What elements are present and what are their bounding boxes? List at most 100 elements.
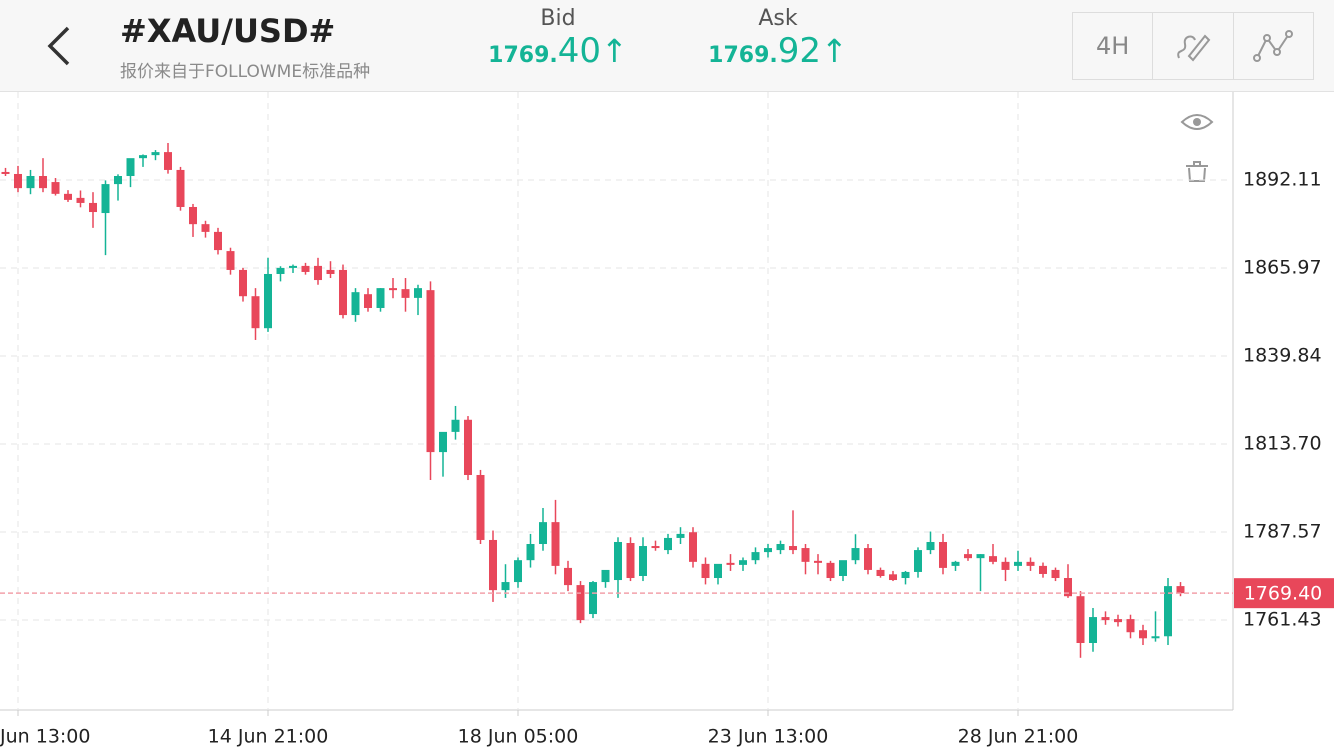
draw-button[interactable]: [1153, 13, 1234, 79]
candle-body: [964, 554, 972, 559]
bid-label: Bid: [540, 6, 576, 31]
candle-body: [539, 522, 547, 545]
candle-body: [876, 569, 885, 576]
bid-arrow: ↑: [601, 32, 628, 70]
candle-body: [339, 269, 347, 316]
candle-body: [76, 197, 85, 203]
candle-body: [951, 561, 960, 566]
back-button[interactable]: [42, 24, 76, 68]
candle-body: [476, 474, 485, 540]
candle-body: [464, 419, 472, 475]
y-tick-label: 1839.84: [1243, 345, 1322, 367]
candle-body: [14, 173, 22, 189]
ask-label: Ask: [758, 6, 798, 31]
candle-body: [764, 548, 772, 553]
ask-arrow: ↑: [821, 32, 848, 70]
candle-body: [89, 202, 97, 213]
candle-body: [101, 184, 110, 214]
candle-body: [64, 193, 72, 200]
candle-body: [614, 541, 622, 581]
candle-body: [801, 548, 810, 562]
candle-body: [864, 548, 872, 570]
candle-body: [201, 224, 210, 232]
candle-body: [376, 288, 385, 308]
candle-body: [1126, 619, 1135, 633]
candle-body: [1176, 586, 1185, 594]
candle-body: [289, 265, 297, 268]
candle-body: [114, 176, 122, 185]
candle-body: [189, 206, 197, 225]
candle-body: [314, 265, 322, 281]
timeframe-button[interactable]: 4H: [1073, 13, 1154, 79]
candle-body: [814, 560, 822, 563]
candle-body: [389, 288, 397, 291]
candle-body: [589, 582, 597, 615]
candle-body: [39, 176, 47, 189]
candle-body: [889, 574, 897, 581]
candle-body: [1014, 561, 1022, 566]
candle-body: [326, 269, 335, 274]
candle-body: [1114, 619, 1122, 623]
candle-body: [1139, 630, 1147, 639]
candle-body: [1064, 578, 1072, 597]
candle-body: [264, 273, 272, 329]
x-tick-label: Jun 13:00: [0, 726, 90, 748]
candle-body: [851, 548, 860, 561]
candle-body: [401, 289, 410, 298]
candle-body: [1051, 569, 1060, 579]
candle-body: [989, 556, 997, 562]
candle-body: [826, 562, 835, 579]
y-tick-label: 1865.97: [1243, 257, 1322, 279]
candle-body: [551, 522, 560, 566]
candle-body: [639, 546, 647, 576]
candle-body: [176, 169, 185, 207]
indicator-button[interactable]: [1234, 13, 1313, 79]
candle-body: [514, 560, 522, 583]
candle-body: [839, 560, 847, 576]
candle-body: [1001, 561, 1010, 570]
candle-body: [301, 265, 310, 272]
candle-body: [776, 544, 785, 551]
y-tick-label: 1813.70: [1243, 433, 1322, 455]
candle-body: [1026, 561, 1035, 566]
candle-body: [51, 182, 60, 194]
candle-body: [676, 533, 685, 538]
candle-body: [351, 292, 360, 316]
candle-body: [364, 294, 372, 308]
candle-body: [1101, 617, 1110, 621]
title: #XAU/USD#: [120, 12, 336, 50]
candle-body: [1164, 586, 1172, 637]
candle-body: [139, 155, 147, 159]
candle-body: [914, 550, 922, 572]
candle-body: [1076, 596, 1085, 643]
candle-body: [164, 152, 172, 170]
ask-fraction: 92: [777, 31, 822, 71]
bid-fraction: 40: [557, 31, 602, 71]
eye-icon[interactable]: [1180, 114, 1214, 130]
last-price-box: [1234, 578, 1334, 609]
ask-integer: 1769.: [708, 43, 778, 68]
bid: Bid 1769.40↑: [488, 6, 628, 71]
candle-body: [701, 563, 710, 579]
candle-body: [489, 539, 497, 591]
candle-body: [789, 546, 797, 551]
candle-body: [714, 563, 722, 579]
candle-body: [26, 176, 35, 189]
candle-body: [926, 541, 935, 551]
chart: 1761.43 1787.57 1813.70 1839.84 1865.97 1892.…: [0, 92, 1334, 748]
candle-body: [1039, 565, 1047, 574]
y-tick-label: 1761.43: [1243, 609, 1322, 631]
candle-body: [1151, 636, 1160, 639]
candle-body: [901, 571, 910, 579]
x-tick-label: 14 Jun 21:00: [208, 726, 329, 748]
toolbar: 4H: [1072, 12, 1314, 80]
trash-icon[interactable]: [1186, 161, 1208, 182]
candle-body: [226, 251, 235, 270]
candle-body: [651, 546, 660, 549]
candle-body: [451, 419, 460, 432]
last-price-label: 1769.40: [1244, 583, 1323, 605]
candle-body: [564, 567, 572, 586]
candle-body: [239, 269, 247, 297]
candle-body: [664, 537, 672, 551]
ask: Ask 1769.92↑: [708, 6, 848, 71]
